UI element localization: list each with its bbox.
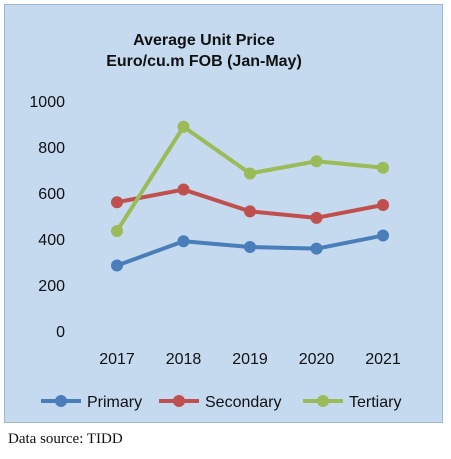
- data-point-primary: [111, 259, 123, 272]
- data-point-secondary: [111, 196, 123, 209]
- x-tick-label: 2017: [99, 351, 135, 368]
- data-point-secondary: [177, 183, 190, 196]
- data-point-tertiary: [177, 120, 190, 133]
- legend-label: Tertiary: [349, 394, 401, 411]
- y-tick-label: 200: [38, 278, 65, 295]
- data-source-note: Data source: TIDD: [8, 431, 123, 447]
- legend-swatch-marker: [55, 395, 67, 407]
- series-primary: [111, 229, 389, 272]
- y-axis-ticks: 0 200 400 600 800 1000: [29, 94, 65, 341]
- legend-swatch-marker: [317, 395, 329, 407]
- x-tick-label: 2020: [299, 351, 335, 368]
- x-axis-ticks: 2017 2018 2019 2020 2021: [99, 351, 401, 368]
- legend: Primary Secondary Tertiary: [41, 394, 401, 411]
- data-point-tertiary: [244, 167, 256, 180]
- y-tick-label: 400: [38, 232, 65, 249]
- y-tick-label: 800: [38, 140, 65, 157]
- data-point-secondary: [244, 205, 256, 218]
- data-point-primary: [377, 229, 389, 242]
- x-tick-label: 2021: [365, 351, 401, 368]
- legend-label: Secondary: [205, 394, 282, 411]
- data-point-tertiary: [310, 155, 323, 168]
- y-tick-label: 1000: [29, 94, 65, 111]
- line-chart: Average Unit Price Euro/cu.m FOB (Jan-Ma…: [29, 32, 401, 411]
- legend-item-primary: Primary: [41, 394, 142, 411]
- y-tick-label: 600: [38, 186, 65, 203]
- data-point-primary: [310, 242, 323, 255]
- legend-swatch-marker: [173, 395, 185, 407]
- x-tick-label: 2019: [232, 351, 268, 368]
- y-tick-label: 0: [56, 324, 65, 341]
- data-point-secondary: [310, 211, 323, 224]
- data-point-tertiary: [111, 224, 123, 237]
- chart-panel: Average Unit Price Euro/cu.m FOB (Jan-Ma…: [4, 4, 443, 423]
- x-tick-label: 2018: [166, 351, 202, 368]
- data-point-primary: [244, 241, 256, 254]
- series-secondary: [111, 183, 389, 224]
- series-layer: [111, 120, 389, 272]
- legend-label: Primary: [87, 394, 142, 411]
- chart-subtitle: Euro/cu.m FOB (Jan-May): [106, 53, 302, 70]
- chart-title: Average Unit Price: [133, 32, 275, 49]
- data-point-primary: [177, 235, 190, 248]
- data-point-secondary: [377, 198, 389, 211]
- data-point-tertiary: [377, 161, 389, 174]
- legend-item-tertiary: Tertiary: [303, 394, 401, 411]
- series-tertiary: [111, 120, 389, 237]
- legend-item-secondary: Secondary: [159, 394, 282, 411]
